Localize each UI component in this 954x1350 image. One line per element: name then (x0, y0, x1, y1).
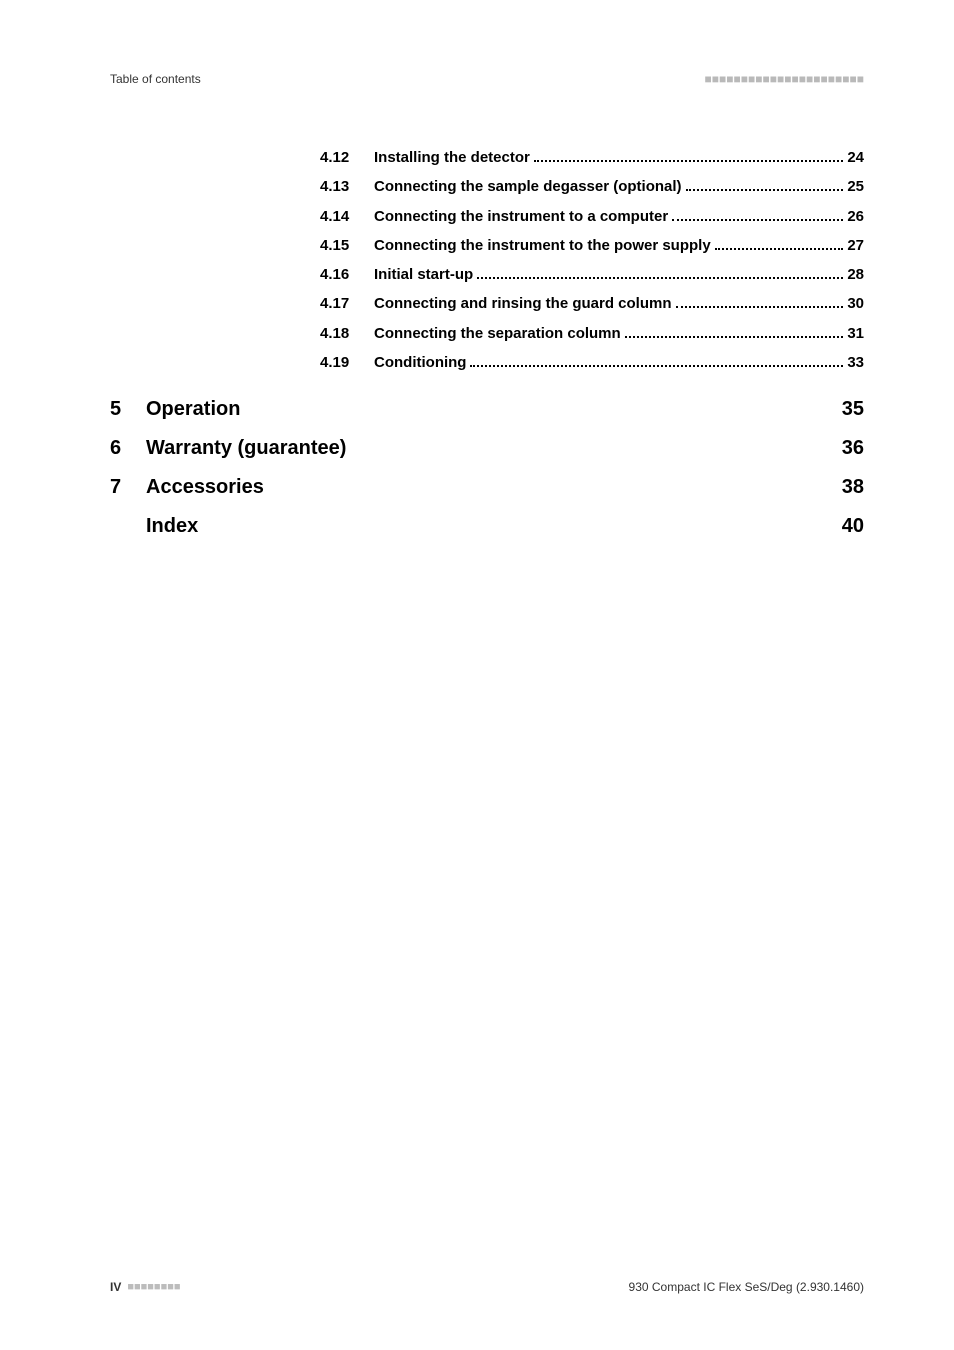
toc-sub-row: 4.15 Connecting the instrument to the po… (320, 234, 864, 257)
toc-sub-title-wrap: Conditioning 33 (374, 351, 864, 374)
toc-leader (534, 150, 843, 163)
toc-chapter-title: Accessories (146, 476, 842, 499)
toc-sub-title: Connecting the instrument to the power s… (374, 234, 711, 257)
toc-chapter-num: 5 (110, 398, 146, 421)
toc-sub-title: Connecting the instrument to a computer (374, 205, 668, 228)
toc-sub-num: 4.18 (320, 322, 374, 345)
toc-sub-page: 24 (847, 146, 864, 169)
toc-sub-title-wrap: Connecting and rinsing the guard column … (374, 292, 864, 315)
toc-sub-title: Connecting the separation column (374, 322, 621, 345)
toc-chapter-num: 7 (110, 476, 146, 499)
footer-page-number: IV (110, 1280, 121, 1294)
toc-chapter-row: 6 Warranty (guarantee) 36 (110, 437, 864, 460)
toc-subsections: 4.12 Installing the detector 24 4.13 Con… (320, 146, 864, 374)
toc-leader (470, 354, 843, 367)
toc-sub-row: 4.18 Connecting the separation column 31 (320, 322, 864, 345)
toc-sub-row: 4.14 Connecting the instrument to a comp… (320, 205, 864, 228)
toc-sub-num: 4.19 (320, 351, 374, 374)
toc-sub-title-wrap: Connecting the separation column 31 (374, 322, 864, 345)
toc-leader (672, 208, 843, 221)
toc-sub-title: Connecting the sample degasser (optional… (374, 175, 682, 198)
toc-sub-title: Connecting and rinsing the guard column (374, 292, 672, 315)
toc-chapter-page: 38 (842, 476, 864, 499)
table-of-contents: 4.12 Installing the detector 24 4.13 Con… (110, 146, 864, 538)
toc-sub-title-wrap: Initial start-up 28 (374, 263, 864, 286)
toc-sub-title: Initial start-up (374, 263, 473, 286)
header-left: Table of contents (110, 72, 201, 86)
toc-sub-page: 27 (847, 234, 864, 257)
toc-leader (477, 267, 843, 280)
toc-sub-title-wrap: Installing the detector 24 (374, 146, 864, 169)
toc-sub-row: 4.12 Installing the detector 24 (320, 146, 864, 169)
toc-chapter-row: 5 Operation 35 (110, 398, 864, 421)
toc-index-row: Index 40 (146, 515, 864, 538)
toc-chapter-page: 36 (842, 437, 864, 460)
toc-sub-page: 28 (847, 263, 864, 286)
toc-sub-title-wrap: Connecting the sample degasser (optional… (374, 175, 864, 198)
toc-sub-page: 26 (847, 205, 864, 228)
toc-sub-num: 4.14 (320, 205, 374, 228)
toc-sub-row: 4.17 Connecting and rinsing the guard co… (320, 292, 864, 315)
page: Table of contents ■■■■■■■■■■■■■■■■■■■■■■… (0, 0, 954, 1350)
page-footer: IV ■■■■■■■■ 930 Compact IC Flex SeS/Deg … (110, 1280, 864, 1294)
footer-dashes: ■■■■■■■■ (127, 1281, 180, 1293)
toc-leader (625, 325, 844, 338)
header-dashes: ■■■■■■■■■■■■■■■■■■■■■■ (705, 72, 864, 86)
toc-sub-row: 4.16 Initial start-up 28 (320, 263, 864, 286)
toc-leader (676, 296, 844, 309)
toc-sub-num: 4.17 (320, 292, 374, 315)
toc-sub-page: 30 (847, 292, 864, 315)
toc-chapter-row: 7 Accessories 38 (110, 476, 864, 499)
toc-sub-title-wrap: Connecting the instrument to a computer … (374, 205, 864, 228)
toc-sub-title: Conditioning (374, 351, 466, 374)
toc-sub-page: 31 (847, 322, 864, 345)
toc-sub-title: Installing the detector (374, 146, 530, 169)
page-header: Table of contents ■■■■■■■■■■■■■■■■■■■■■■ (110, 72, 864, 86)
footer-right: 930 Compact IC Flex SeS/Deg (2.930.1460) (629, 1280, 864, 1294)
toc-index-page: 40 (842, 515, 864, 538)
toc-chapter-title: Warranty (guarantee) (146, 437, 842, 460)
toc-sub-row: 4.13 Connecting the sample degasser (opt… (320, 175, 864, 198)
toc-sub-page: 33 (847, 351, 864, 374)
toc-chapter-title: Operation (146, 398, 842, 421)
toc-sub-page: 25 (847, 175, 864, 198)
toc-sub-row: 4.19 Conditioning 33 (320, 351, 864, 374)
toc-chapter-num: 6 (110, 437, 146, 460)
toc-sub-num: 4.13 (320, 175, 374, 198)
toc-leader (686, 179, 844, 192)
toc-sub-num: 4.15 (320, 234, 374, 257)
toc-chapter-page: 35 (842, 398, 864, 421)
toc-sub-num: 4.16 (320, 263, 374, 286)
toc-sub-num: 4.12 (320, 146, 374, 169)
toc-index-title: Index (146, 515, 842, 538)
toc-leader (715, 237, 844, 250)
footer-left: IV ■■■■■■■■ (110, 1280, 181, 1294)
toc-sub-title-wrap: Connecting the instrument to the power s… (374, 234, 864, 257)
